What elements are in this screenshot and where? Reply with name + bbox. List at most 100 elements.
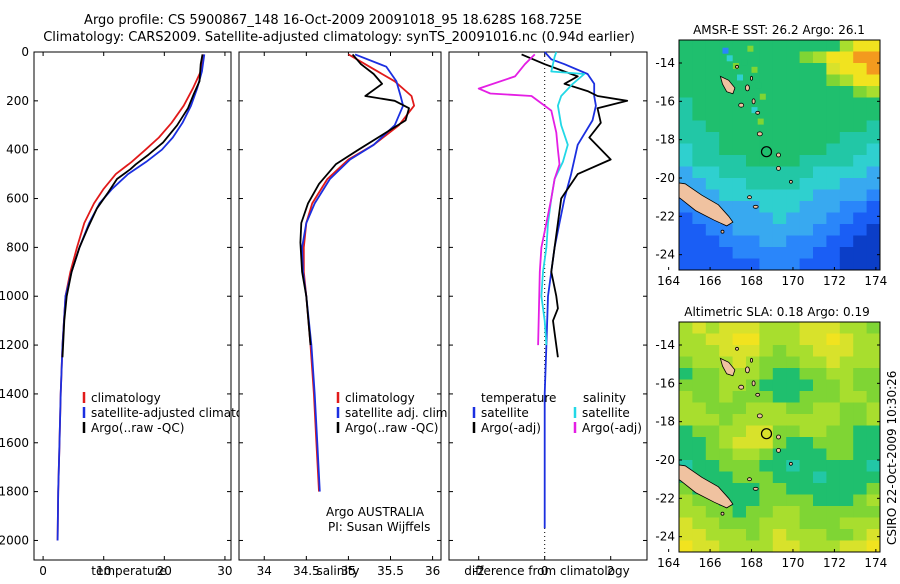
heatmap-cell [866,74,880,87]
heatmap-cell [719,189,734,202]
heatmap-cell [679,143,693,156]
heatmap-cell [746,437,760,450]
heatmap-cell [772,120,787,133]
heatmap-cell [826,356,841,369]
heatmap-cell [853,529,868,542]
heatmap-cell [786,166,801,179]
heatmap-cell [799,235,814,248]
heatmap-cell [679,86,693,99]
heatmap-cell [839,63,854,76]
heatmap-cell [705,109,720,122]
heatmap-cell [746,425,760,438]
heatmap-cell [866,201,880,214]
heatmap-cell [732,132,747,145]
heatmap-cell [826,63,841,76]
series-line-satellite-adj-clim [301,53,405,492]
heatmap-cell [719,379,734,392]
heatmap-cell [746,212,760,225]
heatmap-cell [692,166,707,179]
small-island [720,229,725,234]
legend-label-sal-argo: Argo(-adj) [582,421,642,435]
heatmap-cell [719,322,734,335]
salinity-panel: 34 34.5 35 35.5 36 salinity climatology sate… [238,51,451,578]
x-tick-label: 35.5 [377,564,404,578]
heatmap-cell [705,517,720,530]
y-tick-label: 1200 [0,338,29,352]
x-tick-label: 34.5 [293,564,320,578]
heatmap-cell [813,189,827,202]
heatmap-cell [866,368,880,381]
heatmap-cell [786,178,801,191]
heatmap-cell [813,51,827,64]
heatmap-cell [799,402,814,415]
x-tick-label: 166 [699,274,722,288]
heatmap-cell [719,540,734,552]
heatmap-cell [719,391,734,404]
heatmap-cell [839,143,854,156]
small-island [776,447,781,453]
heatmap-cell [705,120,720,133]
heatmap-cell [866,345,880,358]
difference-panel: -2 0 2 difference from climatology tempera… [448,51,648,578]
legend-label-climatology: climatology [345,391,415,405]
heatmap-cell [759,379,774,392]
small-island [735,64,739,69]
heatmap-cell [705,51,720,64]
heatmap-cell [719,529,734,542]
heatmap-cell [705,414,720,427]
heatmap-cell [786,471,801,484]
heatmap-cell [799,414,814,427]
espiritu-santo-island [719,357,736,377]
heatmap-cell [853,448,868,461]
heatmap-cell [692,379,707,392]
heatmap-cell [732,120,747,133]
heatmap-cell [692,517,707,530]
heatmap-cell [719,460,734,473]
heatmap-cell [786,258,801,270]
heatmap-cell [813,109,827,122]
heatmap-cell [839,322,854,335]
heatmap-cell [692,402,707,415]
heatmap-cell [786,201,801,214]
y-tick-label: 1000 [0,289,29,303]
heatmap-cell [853,460,868,473]
heatmap-cell [719,517,734,530]
heatmap-cell [679,333,693,346]
heatmap-cell [866,40,880,53]
heatmap-cell [759,63,774,76]
heatmap-cell [732,460,747,473]
heatmap-cell [759,333,774,346]
heatmap-cell [705,356,720,369]
heatmap-cell [826,322,841,335]
small-island [738,384,745,390]
heatmap-cell [746,51,760,64]
heatmap-cell [732,86,747,99]
heatmap-cell [813,120,827,133]
heatmap-cell [839,345,854,358]
heatmap-cell [719,235,734,248]
heatmap-cell [853,201,868,214]
legend-title-salinity: salinity [583,391,626,405]
heatmap-cell [786,109,801,122]
heatmap-cell [746,345,760,358]
heatmap-cell [732,437,747,450]
heatmap-cell [747,45,754,52]
heatmap-cell [813,235,827,248]
heatmap-cell [786,448,801,461]
temperature-legend: climatology satellite-adjusted climatolo… [82,391,269,435]
heatmap-cell [719,448,734,461]
heatmap-cell [799,368,814,381]
heatmap-cell [772,414,787,427]
heatmap-cell [866,425,880,438]
heatmap-cell [826,448,841,461]
heatmap-cell [732,540,747,552]
heatmap-cell [786,402,801,415]
heatmap-cell [826,74,841,87]
difference-series [477,51,629,560]
heatmap-cell [732,356,747,369]
heatmap-cell [719,345,734,358]
heatmap-cell [826,86,841,99]
heatmap-cell [853,368,868,381]
heatmap-cell [839,40,854,53]
heatmap-cell [759,414,774,427]
